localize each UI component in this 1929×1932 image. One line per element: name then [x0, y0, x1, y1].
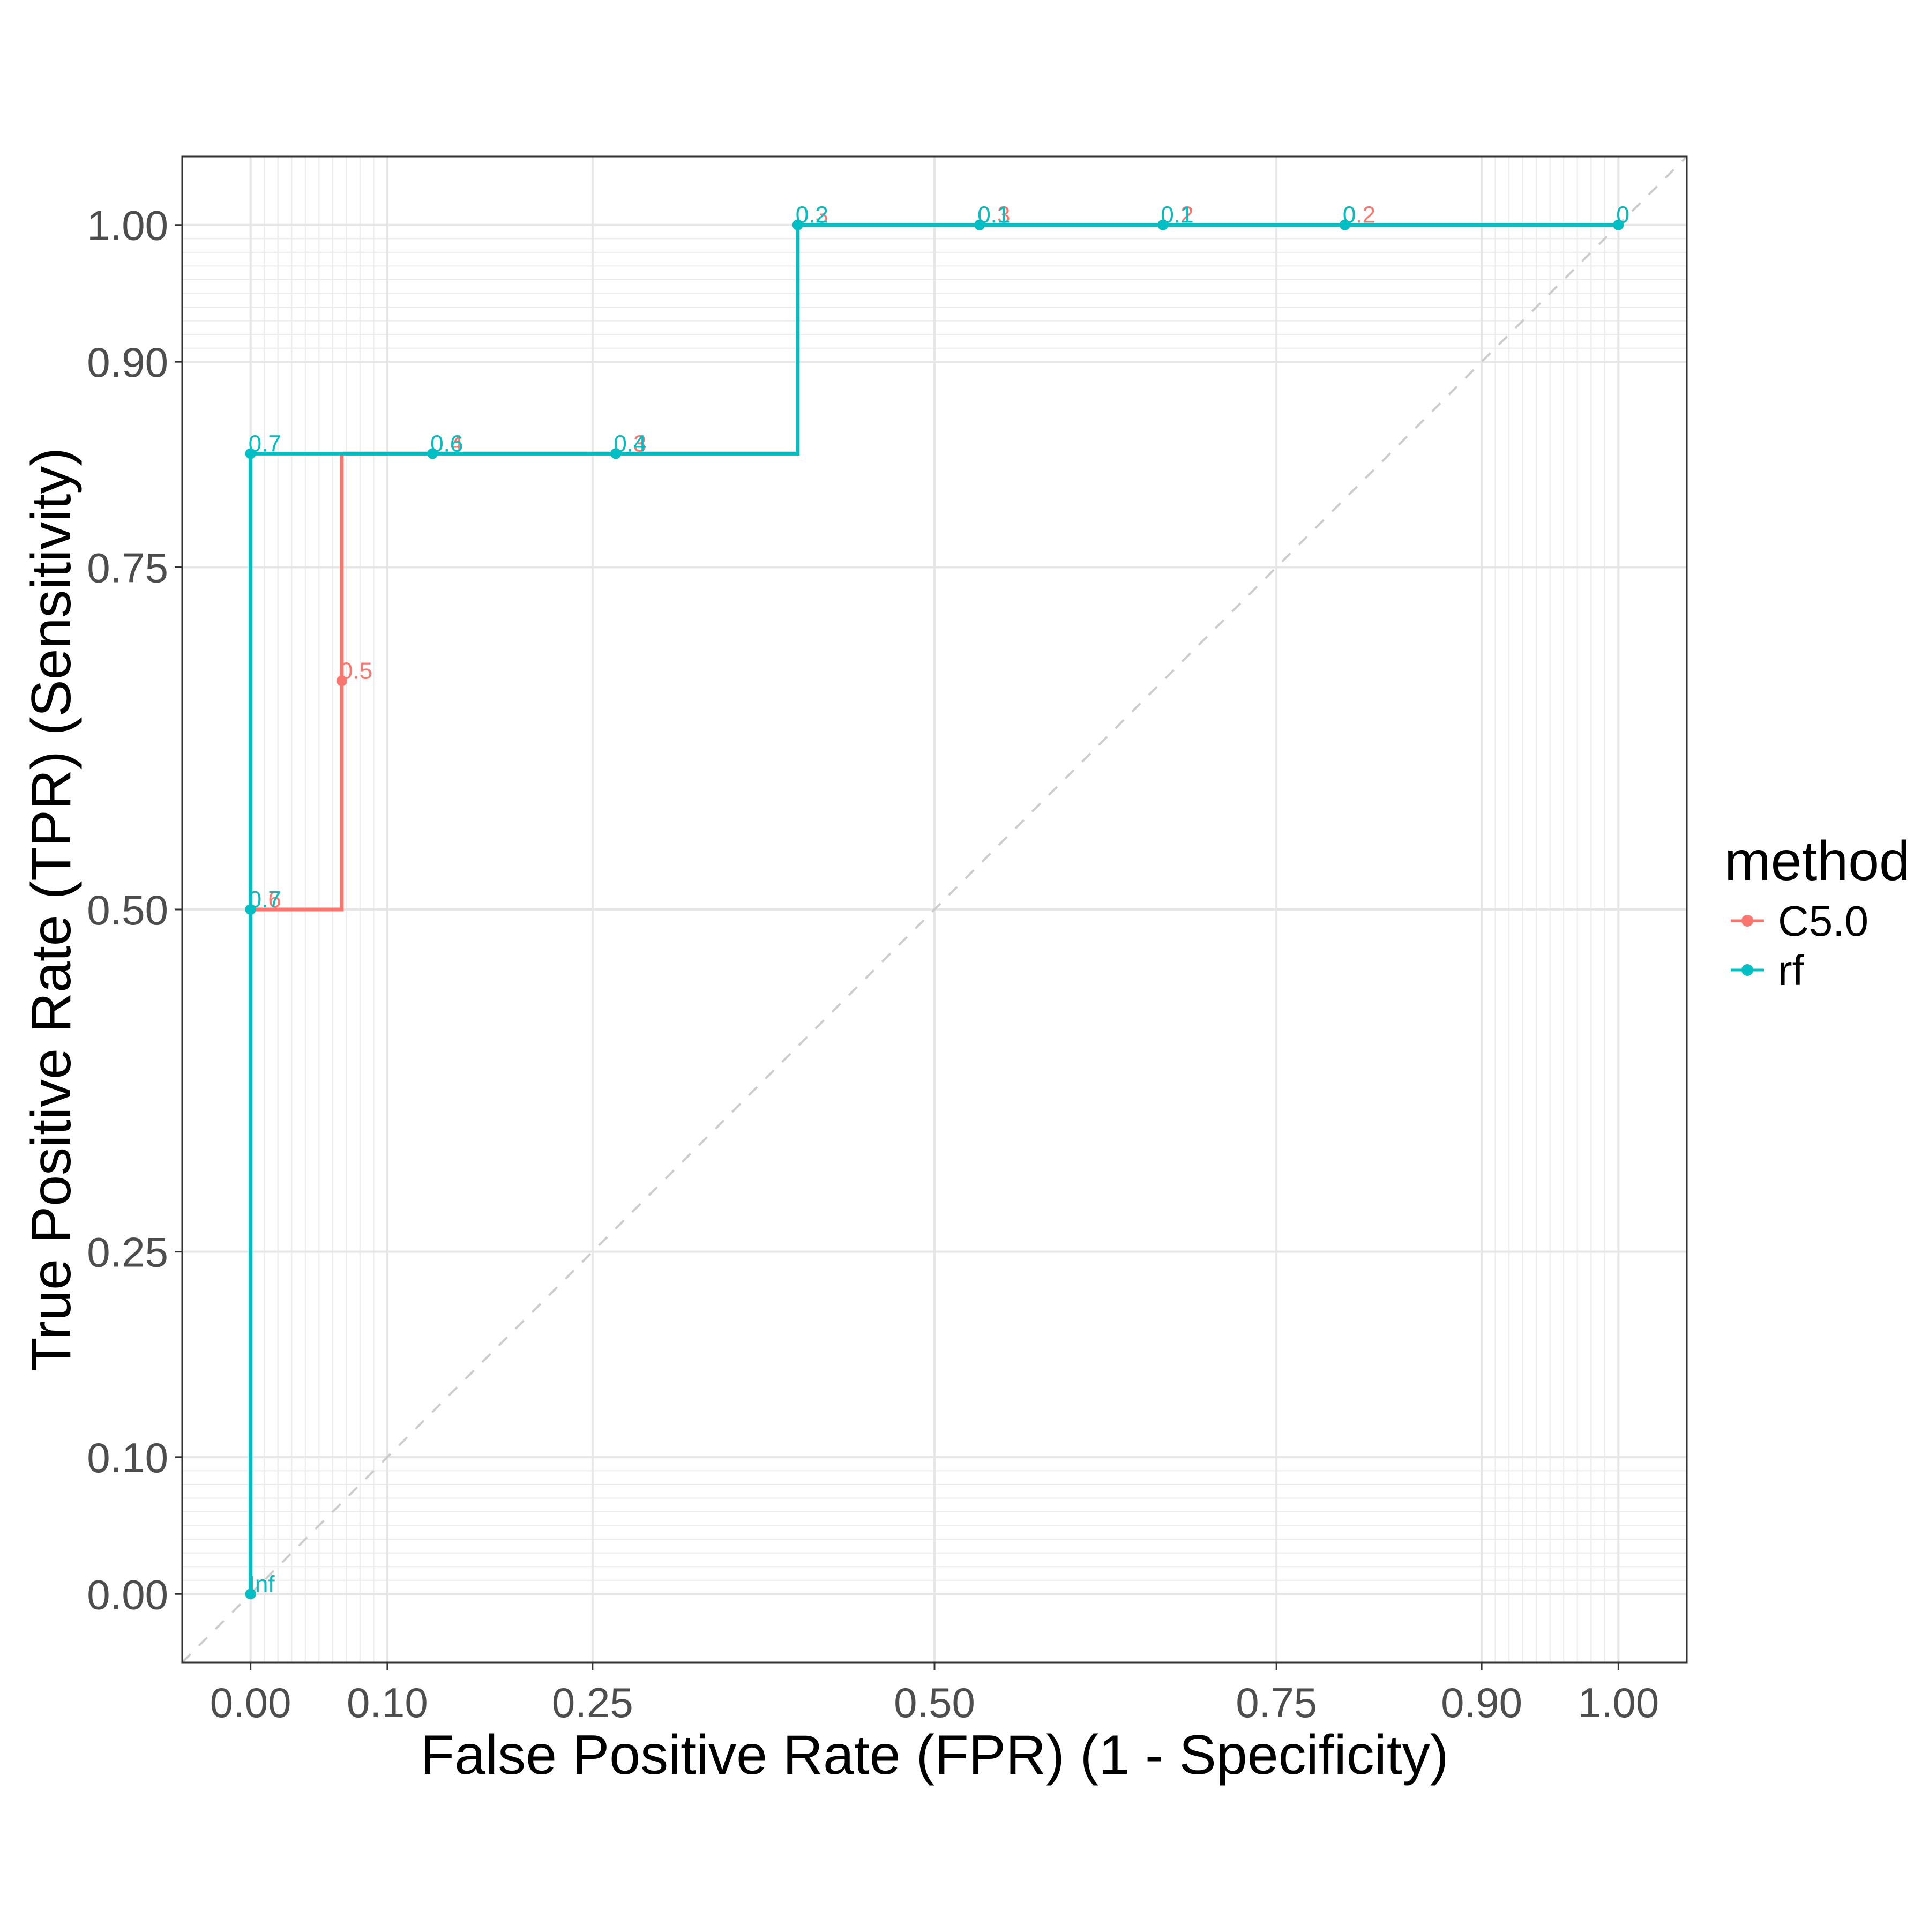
y-tick-label: 0.00	[87, 1571, 168, 1618]
data-point-rf	[245, 1588, 256, 1600]
data-point-rf	[792, 219, 803, 230]
y-tick-label: 0.75	[87, 544, 168, 591]
x-tick-label: 0.75	[1236, 1679, 1317, 1726]
point-label-rf: 0.1	[1161, 202, 1193, 228]
point-label-rf: 0.6	[430, 430, 463, 457]
point-label-rf: 0.1	[977, 202, 1010, 228]
grid-lines	[182, 156, 1687, 1662]
y-tick-label: 0.90	[87, 339, 168, 386]
point-label-C5.0: 0.2	[1161, 202, 1193, 228]
x-tick-label: 1.00	[1577, 1679, 1659, 1726]
x-axis-ticks: 0.00 0.10 0.25 0.50 0.75 0.90 1.00	[210, 1662, 1659, 1726]
x-axis-title: False Positive Rate (FPR) (1 - Specifici…	[421, 1724, 1449, 1786]
point-label-C5.0: Inf	[249, 1571, 275, 1597]
y-tick-label: 1.00	[87, 202, 168, 249]
data-point-rf	[245, 904, 256, 915]
x-tick-label: 0.00	[210, 1679, 291, 1726]
point-label-C5.0: 0.2	[1343, 202, 1375, 228]
y-tick-label: 0.10	[87, 1434, 168, 1481]
legend-title: method	[1724, 830, 1910, 892]
series-line-rf	[249, 223, 1619, 1594]
data-point-rf	[245, 448, 256, 459]
point-label-rf: 0	[1343, 202, 1356, 228]
point-label-C5.0: 0.3	[796, 202, 828, 228]
point-label-rf: 0	[1616, 202, 1629, 228]
point-label-C5.0: 0.3	[614, 430, 646, 457]
data-point-rf	[610, 448, 622, 459]
data-point-rf	[1339, 219, 1350, 230]
diagonal-reference	[181, 155, 1688, 1664]
point-label-C5.0: 0.4	[430, 430, 463, 457]
point-label-C5.0: 0.5	[340, 658, 372, 684]
legend-label-C5.0: C5.0	[1778, 897, 1868, 945]
point-label-rf: Inf	[249, 1571, 275, 1597]
data-point-rf	[974, 219, 985, 230]
point-label-rf: 0.2	[796, 202, 828, 228]
y-tick-label: 0.25	[87, 1229, 168, 1276]
diagonal-line	[181, 155, 1688, 1664]
legend-key-point-rf	[1741, 964, 1753, 976]
y-tick-label: 0.50	[87, 886, 168, 934]
legend-key-point-C5.0	[1741, 915, 1753, 927]
y-axis-ticks: 0.00 0.10 0.25 0.50 0.75 0.90 1.00	[87, 202, 182, 1618]
legend-label-rf: rf	[1778, 946, 1805, 994]
data-point-rf	[427, 448, 438, 459]
point-label-rf: 0.4	[614, 430, 646, 457]
point-label-C5.0: 0	[1616, 202, 1629, 228]
point-label-C5.0: 0.6	[249, 886, 281, 913]
x-tick-label: 0.50	[894, 1679, 975, 1726]
x-tick-label: 0.90	[1441, 1679, 1522, 1726]
x-tick-label: 0.10	[347, 1679, 428, 1726]
series-points	[245, 219, 1624, 1600]
x-tick-label: 0.25	[552, 1679, 633, 1726]
point-label-C5.0: 0.3	[977, 202, 1010, 228]
data-point-rf	[1613, 219, 1624, 230]
data-point-C5.0	[336, 675, 347, 687]
y-axis-title: True Positive Rate (TPR) (Sensitivity)	[20, 447, 83, 1371]
point-label-rf: 0.7	[249, 430, 281, 457]
point-label-rf: 0.7	[249, 886, 281, 913]
data-point-rf	[1157, 219, 1169, 230]
legend: method C5.0rf	[1724, 830, 1910, 994]
